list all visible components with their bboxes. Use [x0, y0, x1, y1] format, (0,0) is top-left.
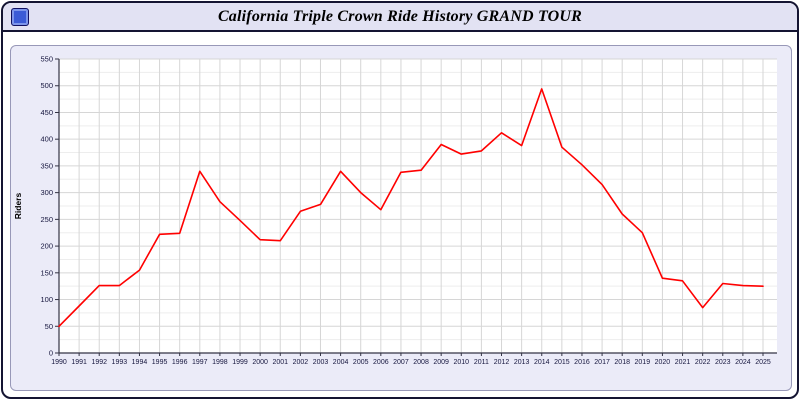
svg-text:350: 350 — [40, 161, 53, 170]
svg-text:2025: 2025 — [755, 359, 771, 366]
svg-text:2008: 2008 — [413, 359, 429, 366]
svg-text:1994: 1994 — [132, 359, 148, 366]
svg-text:2014: 2014 — [534, 359, 550, 366]
svg-text:2002: 2002 — [293, 359, 309, 366]
svg-text:2022: 2022 — [695, 359, 711, 366]
svg-text:550: 550 — [40, 55, 53, 64]
svg-text:2021: 2021 — [675, 359, 691, 366]
svg-text:2018: 2018 — [614, 359, 630, 366]
svg-text:2023: 2023 — [715, 359, 731, 366]
svg-text:400: 400 — [40, 135, 53, 144]
svg-text:2000: 2000 — [252, 359, 268, 366]
svg-text:2010: 2010 — [453, 359, 469, 366]
svg-text:2007: 2007 — [393, 359, 409, 366]
svg-text:1996: 1996 — [172, 359, 188, 366]
svg-text:1990: 1990 — [51, 359, 67, 366]
svg-text:2001: 2001 — [272, 359, 288, 366]
svg-text:500: 500 — [40, 81, 53, 90]
svg-text:100: 100 — [40, 295, 53, 304]
svg-text:2017: 2017 — [594, 359, 610, 366]
svg-text:2024: 2024 — [735, 359, 751, 366]
svg-text:1995: 1995 — [152, 359, 168, 366]
svg-text:2013: 2013 — [514, 359, 530, 366]
svg-text:250: 250 — [40, 215, 53, 224]
svg-text:200: 200 — [40, 242, 53, 251]
svg-text:1992: 1992 — [91, 359, 107, 366]
svg-text:2009: 2009 — [433, 359, 449, 366]
svg-text:2015: 2015 — [554, 359, 570, 366]
svg-text:2004: 2004 — [333, 359, 349, 366]
title-bar: California Triple Crown Ride History GRA… — [3, 3, 797, 32]
svg-text:150: 150 — [40, 268, 53, 277]
svg-text:1991: 1991 — [71, 359, 87, 366]
svg-text:2020: 2020 — [655, 359, 671, 366]
svg-text:450: 450 — [40, 108, 53, 117]
ride-history-line-chart: 0 50 100 150 200 250 300 350 400 450 500 550 1990 199… — [13, 55, 777, 366]
svg-text:2012: 2012 — [494, 359, 510, 366]
svg-text:2019: 2019 — [635, 359, 651, 366]
svg-text:2003: 2003 — [313, 359, 329, 366]
svg-text:Riders: Riders — [13, 193, 23, 220]
svg-text:300: 300 — [40, 188, 53, 197]
svg-text:50: 50 — [45, 322, 53, 331]
svg-text:2016: 2016 — [574, 359, 590, 366]
chart-panel: 0 50 100 150 200 250 300 350 400 450 500 550 1990 199… — [10, 45, 792, 391]
svg-text:1997: 1997 — [192, 359, 208, 366]
svg-text:2006: 2006 — [373, 359, 389, 366]
svg-text:2011: 2011 — [474, 359, 489, 366]
svg-text:1993: 1993 — [112, 359, 128, 366]
page-title: California Triple Crown Ride History GRA… — [217, 7, 583, 25]
svg-text:2005: 2005 — [353, 359, 369, 366]
svg-text:0: 0 — [49, 349, 53, 358]
app-icon — [11, 8, 29, 26]
svg-text:1998: 1998 — [212, 359, 228, 366]
svg-text:1999: 1999 — [232, 359, 248, 366]
